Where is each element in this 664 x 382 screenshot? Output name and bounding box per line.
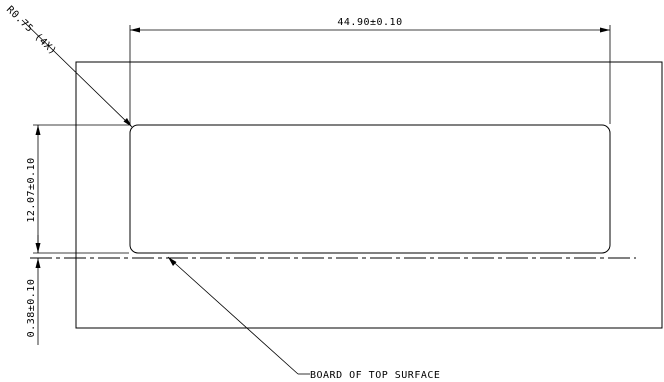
height-dimension: 12.07±0.10: [26, 124, 129, 253]
radius-callout: R0.75 (4X): [4, 4, 133, 128]
offset-dimension: 0.38±0.10: [26, 235, 129, 345]
height-dimension-label: 12.07±0.10: [26, 157, 37, 222]
board-outline: [75, 61, 663, 329]
width-dimension: 44.90±0.10: [129, 17, 611, 124]
cutout-outline: [129, 124, 611, 254]
offset-dimension-label: 0.38±0.10: [26, 279, 37, 338]
surface-callout: BOARD OF TOP SURFACE: [167, 256, 440, 381]
width-dimension-label: 44.90±0.10: [337, 17, 402, 28]
surface-label: BOARD OF TOP SURFACE: [310, 370, 440, 381]
radius-label: R0.75 (4X): [4, 4, 59, 57]
